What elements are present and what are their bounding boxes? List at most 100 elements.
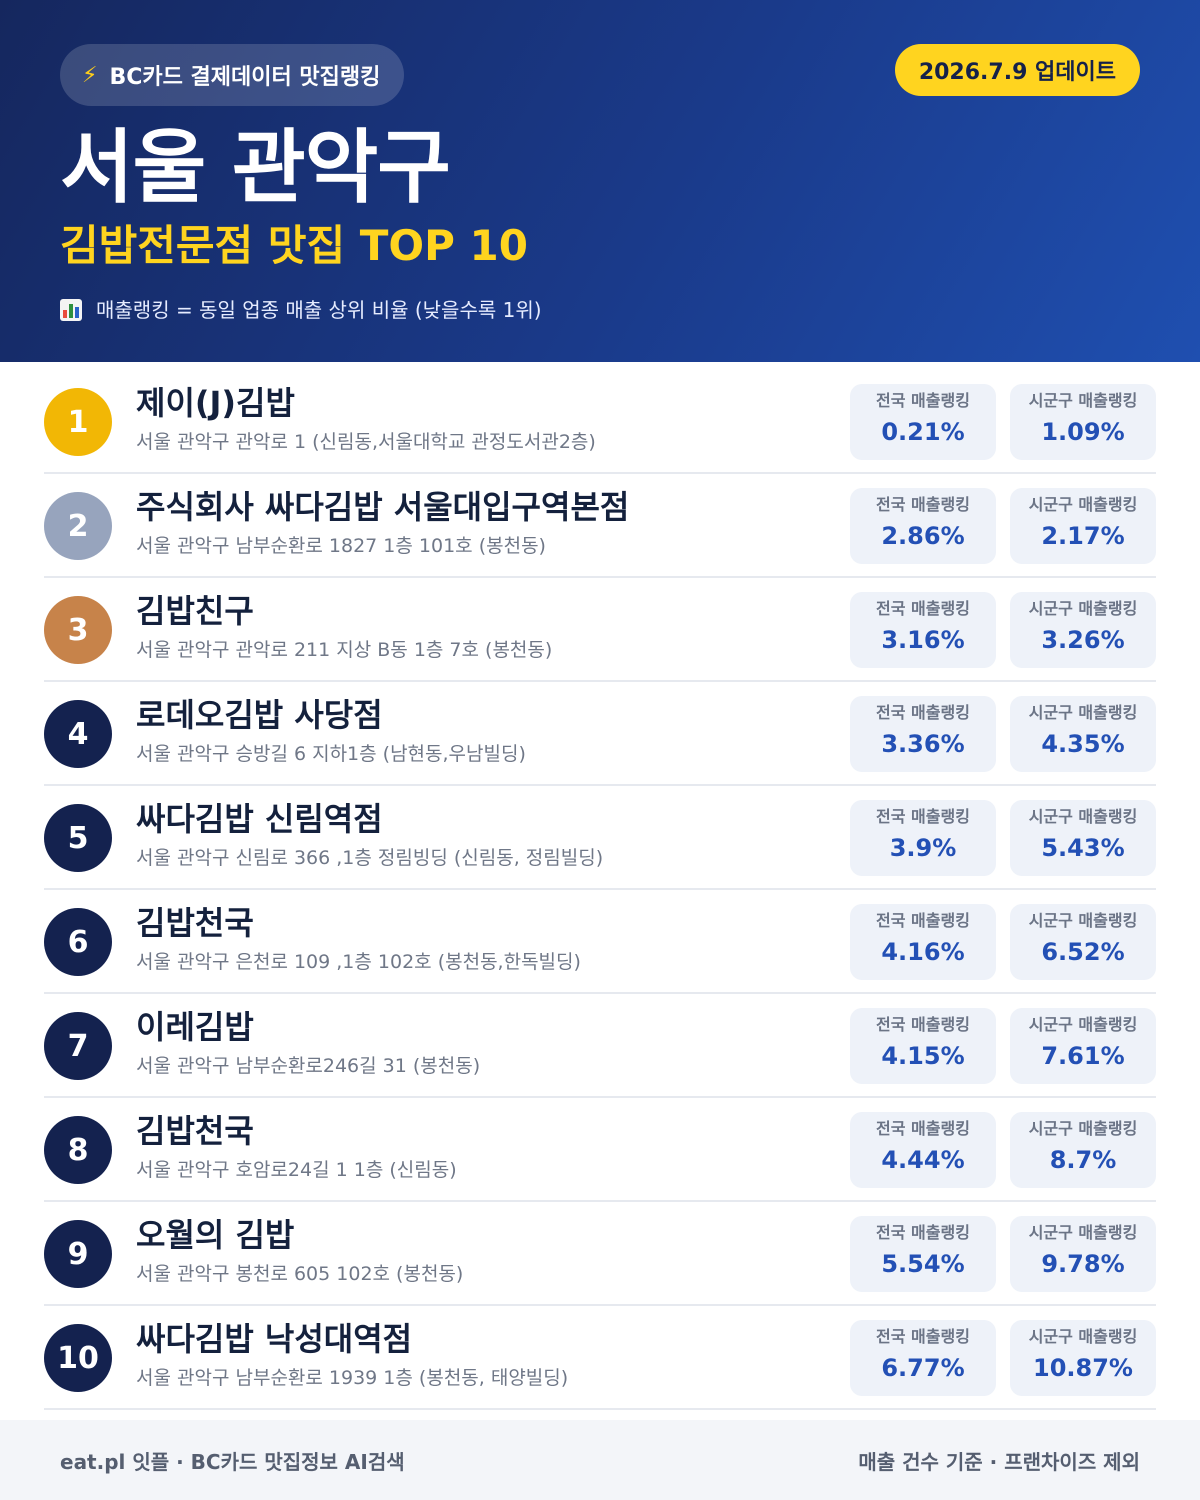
restaurant-address: 서울 관악구 남부순환로 1827 1층 101호 (봉천동): [136, 535, 546, 557]
restaurant-address: 서울 관악구 관악로 1 (신림동,서울대학교 관정도서관2층): [136, 431, 596, 453]
local-ranking-label: 시군구 매출랭킹: [1028, 1119, 1138, 1138]
list-item[interactable]: 1 제이(J)김밥 서울 관악구 관악로 1 (신림동,서울대학교 관정도서관2…: [44, 370, 1156, 474]
local-ranking-label: 시군구 매출랭킹: [1028, 599, 1138, 618]
local-ranking-label: 시군구 매출랭킹: [1028, 807, 1138, 826]
restaurant-name: 오월의 김밥: [136, 1216, 295, 1254]
national-ranking-card: 전국 매출랭킹 3.36%: [850, 696, 996, 772]
local-ranking-card: 시군구 매출랭킹 3.26%: [1010, 592, 1156, 668]
restaurant-name: 싸다김밥 신림역점: [136, 800, 383, 838]
list-item[interactable]: 2 주식회사 싸다김밥 서울대입구역본점 서울 관악구 남부순환로 1827 1…: [44, 474, 1156, 578]
local-ranking-value: 4.35%: [1041, 730, 1125, 758]
restaurant-name: 제이(J)김밥: [136, 384, 295, 422]
restaurant-address: 서울 관악구 관악로 211 지상 B동 1층 7호 (봉천동): [136, 639, 553, 661]
national-ranking-value: 6.77%: [881, 1354, 965, 1382]
local-ranking-card: 시군구 매출랭킹 6.52%: [1010, 904, 1156, 980]
national-ranking-card: 전국 매출랭킹 2.86%: [850, 488, 996, 564]
restaurant-address: 서울 관악구 봉천로 605 102호 (봉천동): [136, 1263, 464, 1285]
national-ranking-card: 전국 매출랭킹 4.44%: [850, 1112, 996, 1188]
ranking-note-text: 매출랭킹 = 동일 업종 매출 상위 비율 (낮을수록 1위): [96, 298, 542, 322]
local-ranking-label: 시군구 매출랭킹: [1028, 703, 1138, 722]
page-subtitle: 김밥전문점 맛집 TOP 10: [60, 221, 528, 270]
local-ranking-value: 10.87%: [1033, 1354, 1133, 1382]
footer-source: eat.pl 잇플 · BC카드 맛집정보 AI검색: [60, 1449, 405, 1474]
restaurant-name: 주식회사 싸다김밥 서울대입구역본점: [136, 488, 630, 526]
national-ranking-value: 0.21%: [881, 418, 965, 446]
local-ranking-value: 1.09%: [1041, 418, 1125, 446]
local-ranking-label: 시군구 매출랭킹: [1028, 391, 1138, 410]
local-ranking-card: 시군구 매출랭킹 8.7%: [1010, 1112, 1156, 1188]
rank-badge: 3: [44, 596, 112, 664]
list-item[interactable]: 9 오월의 김밥 서울 관악구 봉천로 605 102호 (봉천동) 전국 매출…: [44, 1202, 1156, 1306]
list-item[interactable]: 7 이레김밥 서울 관악구 남부순환로246길 31 (봉천동) 전국 매출랭킹…: [44, 994, 1156, 1098]
national-ranking-card: 전국 매출랭킹 6.77%: [850, 1320, 996, 1396]
national-ranking-value: 2.86%: [881, 522, 965, 550]
national-ranking-label: 전국 매출랭킹: [876, 703, 970, 722]
source-badge: ⚡ BC카드 결제데이터 맛집랭킹: [60, 44, 405, 106]
rank-badge: 4: [44, 700, 112, 768]
list-item[interactable]: 5 싸다김밥 신림역점 서울 관악구 신림로 366 ,1층 정림빙딩 (신림동…: [44, 786, 1156, 890]
local-ranking-card: 시군구 매출랭킹 2.17%: [1010, 488, 1156, 564]
local-ranking-value: 9.78%: [1041, 1250, 1125, 1278]
national-ranking-value: 4.44%: [881, 1146, 965, 1174]
local-ranking-label: 시군구 매출랭킹: [1028, 1015, 1138, 1034]
national-ranking-value: 3.16%: [881, 626, 965, 654]
national-ranking-card: 전국 매출랭킹 0.21%: [850, 384, 996, 460]
list-item[interactable]: 3 김밥친구 서울 관악구 관악로 211 지상 B동 1층 7호 (봉천동) …: [44, 578, 1156, 682]
rank-badge: 10: [44, 1324, 112, 1392]
national-ranking-label: 전국 매출랭킹: [876, 391, 970, 410]
list-item[interactable]: 10 싸다김밥 낙성대역점 서울 관악구 남부순환로 1939 1층 (봉천동,…: [44, 1306, 1156, 1410]
restaurant-address: 서울 관악구 은천로 109 ,1층 102호 (봉천동,한독빌딩): [136, 951, 581, 973]
national-ranking-label: 전국 매출랭킹: [876, 807, 970, 826]
local-ranking-card: 시군구 매출랭킹 1.09%: [1010, 384, 1156, 460]
local-ranking-card: 시군구 매출랭킹 9.78%: [1010, 1216, 1156, 1292]
rank-badge: 5: [44, 804, 112, 872]
national-ranking-label: 전국 매출랭킹: [876, 495, 970, 514]
rank-badge: 7: [44, 1012, 112, 1080]
local-ranking-value: 5.43%: [1041, 834, 1125, 862]
national-ranking-value: 4.15%: [881, 1042, 965, 1070]
national-ranking-value: 5.54%: [881, 1250, 965, 1278]
restaurant-name: 이레김밥: [136, 1008, 254, 1046]
local-ranking-label: 시군구 매출랭킹: [1028, 495, 1138, 514]
restaurant-name: 로데오김밥 사당점: [136, 696, 383, 734]
restaurant-address: 서울 관악구 신림로 366 ,1층 정림빙딩 (신림동, 정림빌딩): [136, 847, 604, 869]
national-ranking-label: 전국 매출랭킹: [876, 1015, 970, 1034]
national-ranking-card: 전국 매출랭킹 4.16%: [850, 904, 996, 980]
local-ranking-value: 6.52%: [1041, 938, 1125, 966]
national-ranking-card: 전국 매출랭킹 3.16%: [850, 592, 996, 668]
national-ranking-card: 전국 매출랭킹 4.15%: [850, 1008, 996, 1084]
lightning-icon: ⚡: [82, 62, 98, 88]
local-ranking-label: 시군구 매출랭킹: [1028, 1327, 1138, 1346]
national-ranking-label: 전국 매출랭킹: [876, 1327, 970, 1346]
local-ranking-value: 8.7%: [1049, 1146, 1117, 1174]
restaurant-name: 김밥천국: [136, 1112, 254, 1150]
restaurant-address: 서울 관악구 남부순환로246길 31 (봉천동): [136, 1055, 481, 1077]
local-ranking-card: 시군구 매출랭킹 7.61%: [1010, 1008, 1156, 1084]
restaurant-address: 서울 관악구 남부순환로 1939 1층 (봉천동, 태양빌딩): [136, 1367, 569, 1389]
list-item[interactable]: 8 김밥천국 서울 관악구 호암로24길 1 1층 (신림동) 전국 매출랭킹 …: [44, 1098, 1156, 1202]
local-ranking-label: 시군구 매출랭킹: [1028, 911, 1138, 930]
national-ranking-label: 전국 매출랭킹: [876, 599, 970, 618]
header-banner: ⚡ BC카드 결제데이터 맛집랭킹 2026.7.9 업데이트 서울 관악구 김…: [0, 0, 1200, 362]
source-badge-label: BC카드 결제데이터 맛집랭킹: [109, 65, 381, 90]
local-ranking-card: 시군구 매출랭킹 4.35%: [1010, 696, 1156, 772]
footer-criteria: 매출 건수 기준 · 프랜차이즈 제외: [858, 1449, 1140, 1474]
local-ranking-card: 시군구 매출랭킹 5.43%: [1010, 800, 1156, 876]
restaurant-name: 김밥천국: [136, 904, 254, 942]
ranking-list: 1 제이(J)김밥 서울 관악구 관악로 1 (신림동,서울대학교 관정도서관2…: [44, 370, 1156, 1410]
local-ranking-value: 7.61%: [1041, 1042, 1125, 1070]
region-title: 서울 관악구: [60, 121, 451, 214]
rank-badge: 9: [44, 1220, 112, 1288]
local-ranking-value: 3.26%: [1041, 626, 1125, 654]
restaurant-name: 싸다김밥 낙성대역점: [136, 1320, 413, 1358]
restaurant-address: 서울 관악구 호암로24길 1 1층 (신림동): [136, 1159, 457, 1181]
restaurant-name: 김밥친구: [136, 592, 254, 630]
national-ranking-label: 전국 매출랭킹: [876, 1119, 970, 1138]
rank-badge: 6: [44, 908, 112, 976]
list-item[interactable]: 4 로데오김밥 사당점 서울 관악구 승방길 6 지하1층 (남현동,우남빌딩)…: [44, 682, 1156, 786]
rank-badge: 1: [44, 388, 112, 456]
national-ranking-value: 4.16%: [881, 938, 965, 966]
local-ranking-label: 시군구 매출랭킹: [1028, 1223, 1138, 1242]
list-item[interactable]: 6 김밥천국 서울 관악구 은천로 109 ,1층 102호 (봉천동,한독빌딩…: [44, 890, 1156, 994]
national-ranking-card: 전국 매출랭킹 5.54%: [850, 1216, 996, 1292]
